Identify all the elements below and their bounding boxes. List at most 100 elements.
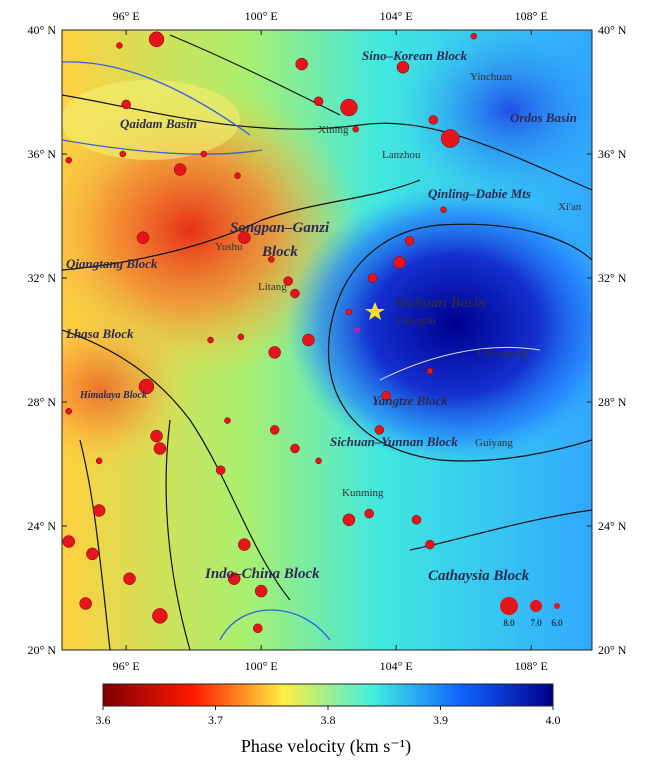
earthquake [122, 100, 131, 109]
lon-tick-label: 100° E [245, 659, 278, 673]
earthquake [238, 334, 244, 340]
earthquake [346, 309, 352, 315]
earthquake [86, 548, 98, 560]
earthquake [270, 425, 279, 434]
lon-tick-label: 100° E [245, 9, 278, 23]
earthquake [253, 624, 262, 633]
earthquake [440, 207, 446, 213]
earthquake [302, 334, 314, 346]
earthquake [96, 458, 102, 464]
city-label: Guiyang [475, 437, 513, 449]
earthquake [66, 408, 72, 414]
city-label: Lanzhou [382, 149, 421, 161]
earthquake [116, 43, 122, 49]
legend-label: 8.0 [503, 618, 515, 628]
earthquake [235, 173, 241, 179]
earthquake [441, 130, 459, 148]
earthquake [124, 573, 136, 585]
lat-tick-label: 28° N [598, 395, 627, 409]
earthquake [208, 337, 214, 343]
earthquake [66, 157, 72, 163]
figure: Sino–Korean Block Qaidam Basin Ordos Bas… [0, 0, 653, 759]
lat-tick-label: 32° N [598, 271, 627, 285]
earthquake [471, 33, 477, 39]
earthquake [255, 585, 267, 597]
site [354, 327, 360, 333]
legend-circle [530, 600, 542, 612]
lon-tick-label: 96° E [113, 9, 140, 23]
earthquake [394, 257, 406, 269]
earthquake [412, 515, 421, 524]
city-label: Xi'an [558, 201, 582, 213]
legend-circle [500, 597, 518, 615]
lon-tick-label: 108° E [515, 9, 548, 23]
earthquake [427, 368, 433, 374]
lon-tick-label: 104° E [380, 659, 413, 673]
earthquake [290, 444, 299, 453]
earthquake [425, 540, 434, 549]
colorbar-tick-label: 4.0 [546, 713, 561, 727]
earthquake [405, 236, 414, 245]
earthquake [353, 126, 359, 132]
region-label: Sichuan Basin [395, 295, 486, 311]
earthquake [216, 466, 225, 475]
legend-circle [554, 603, 560, 609]
city-label: Chongqing [478, 347, 527, 359]
region-label: Qinling–Dabie Mts [428, 186, 531, 201]
earthquake [365, 509, 374, 518]
lat-tick-label: 40° N [28, 23, 57, 37]
region-label: Himalaya Block [79, 390, 147, 401]
region-label: Block [261, 244, 298, 260]
lon-tick-label: 104° E [380, 9, 413, 23]
region-label: Songpan–Ganzi [230, 220, 330, 236]
lat-tick-label: 24° N [598, 519, 627, 533]
earthquake [316, 458, 322, 464]
earthquake [314, 97, 323, 106]
earthquake [137, 232, 149, 244]
colorbar-tick-label: 3.8 [321, 713, 336, 727]
lat-tick-label: 36° N [598, 147, 627, 161]
earthquake [151, 430, 163, 442]
region-label: Cathaysia Block [428, 568, 530, 584]
earthquake [368, 274, 377, 283]
lat-tick-label: 40° N [598, 23, 627, 37]
city-label: Litang [258, 281, 287, 293]
earthquake [343, 514, 355, 526]
lat-tick-label: 20° N [598, 643, 627, 657]
region-label: Sichuan–Yunnan Block [330, 434, 458, 449]
colorbar [103, 684, 553, 706]
legend-label: 6.0 [551, 618, 563, 628]
earthquake [341, 99, 358, 116]
colorbar-tick-label: 3.9 [433, 713, 448, 727]
earthquake [174, 164, 186, 176]
earthquake [80, 598, 92, 610]
earthquake [290, 289, 299, 298]
city-label: Xining [318, 124, 349, 136]
earthquake [93, 505, 105, 517]
earthquake [120, 151, 126, 157]
region-label: Ordos Basin [510, 110, 577, 125]
page: Sino–Korean Block Qaidam Basin Ordos Bas… [0, 0, 653, 764]
earthquake [154, 443, 166, 455]
lat-tick-label: 36° N [28, 147, 57, 161]
earthquake [63, 536, 75, 548]
region-label: Qaidam Basin [120, 116, 197, 131]
colorbar-tick-label: 3.6 [96, 713, 111, 727]
earthquake [269, 346, 281, 358]
earthquake [149, 32, 164, 47]
city-label: Chengdu [396, 315, 436, 327]
earthquake [152, 608, 167, 623]
lat-tick-label: 20° N [28, 643, 57, 657]
map-area: Sino–Korean Block Qaidam Basin Ordos Bas… [10, 20, 625, 650]
earthquake [296, 58, 308, 70]
region-label: Sino–Korean Block [362, 48, 468, 63]
colorbar-tick-label: 3.7 [208, 713, 223, 727]
colorbar-label: Phase velocity (km s⁻¹) [241, 736, 411, 757]
lat-tick-label: 32° N [28, 271, 57, 285]
lat-tick-label: 24° N [28, 519, 57, 533]
city-label: Kunming [342, 487, 384, 499]
region-label: Qiangtang Block [66, 256, 158, 271]
lon-tick-label: 96° E [113, 659, 140, 673]
region-label: Yangtze Block [372, 393, 448, 408]
city-label: Yushu [215, 241, 243, 253]
